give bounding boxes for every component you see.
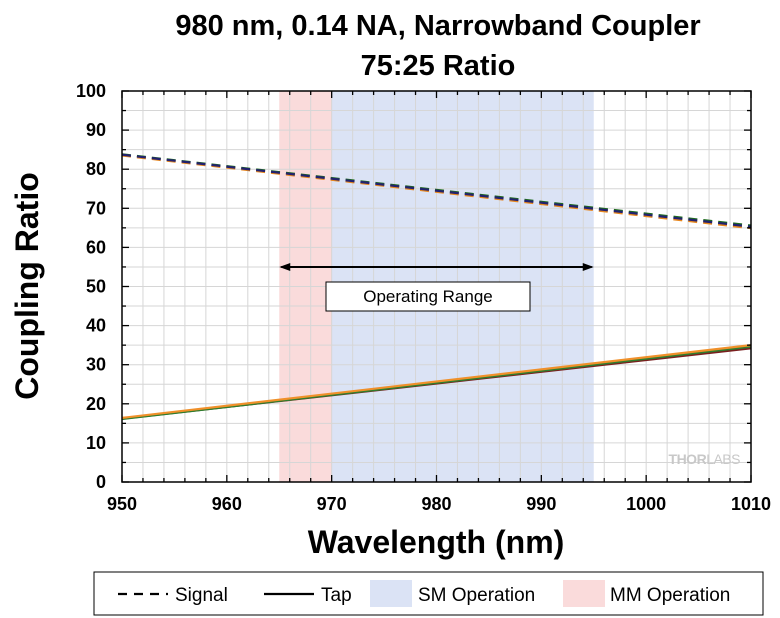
arrow-head-left: [279, 262, 291, 271]
x-axis-label: Wavelength (nm): [308, 524, 565, 560]
x-tick-label: 970: [317, 494, 347, 514]
y-tick-label: 100: [76, 81, 106, 101]
legend-label-signal: Signal: [175, 585, 228, 606]
y-tick-label: 60: [86, 237, 106, 257]
chart-subtitle: 75:25 Ratio: [361, 50, 516, 82]
x-tick-label: 1000: [626, 494, 666, 514]
legend-label-sm-operation: SM Operation: [418, 585, 535, 606]
x-tick-label: 1010: [731, 494, 771, 514]
y-tick-label: 70: [86, 198, 106, 218]
y-tick-label: 80: [86, 159, 106, 179]
y-tick-label: 50: [86, 277, 106, 297]
legend-swatch-mm-operation: [563, 580, 605, 607]
operating-range-annotation: Operating Range: [279, 262, 594, 312]
x-tick-label: 990: [526, 494, 556, 514]
y-tick-label: 10: [86, 433, 106, 453]
chart-title: 980 nm, 0.14 NA, Narrowband Coupler: [175, 10, 700, 42]
operating-range-label: Operating Range: [363, 287, 492, 306]
y-axis-label: Coupling Ratio: [9, 172, 45, 400]
x-tick-label: 950: [107, 494, 137, 514]
legend: Signal Tap SM Operation MM Operation: [93, 571, 764, 616]
series-lines: [121, 153, 752, 421]
legend-swatch-sm-operation: [370, 580, 412, 607]
series-tap-line: [121, 345, 752, 421]
thorlabs-logo: THORLABS: [669, 451, 741, 467]
arrow-head-right: [582, 262, 594, 271]
x-tick-label: 960: [212, 494, 242, 514]
legend-label-tap: Tap: [321, 585, 352, 606]
x-tick-label: 980: [421, 494, 451, 514]
y-tick-label: 40: [86, 316, 106, 336]
operating-range-label-box: [325, 281, 531, 312]
y-tick-label: 90: [86, 120, 106, 140]
y-tick-label: 0: [96, 472, 106, 492]
legend-label-mm-operation: MM Operation: [610, 585, 730, 606]
series-tap-line: [121, 344, 752, 419]
grid: [122, 91, 751, 482]
y-tick-label: 30: [86, 355, 106, 375]
series-signal-line: [121, 153, 752, 228]
y-tick-label: 20: [86, 394, 106, 414]
axis-ticks: 950 960 970 980 990 1000 1010 0 10 20 30 40 50 60 70 80…: [76, 81, 771, 514]
legend-box: [93, 571, 764, 616]
